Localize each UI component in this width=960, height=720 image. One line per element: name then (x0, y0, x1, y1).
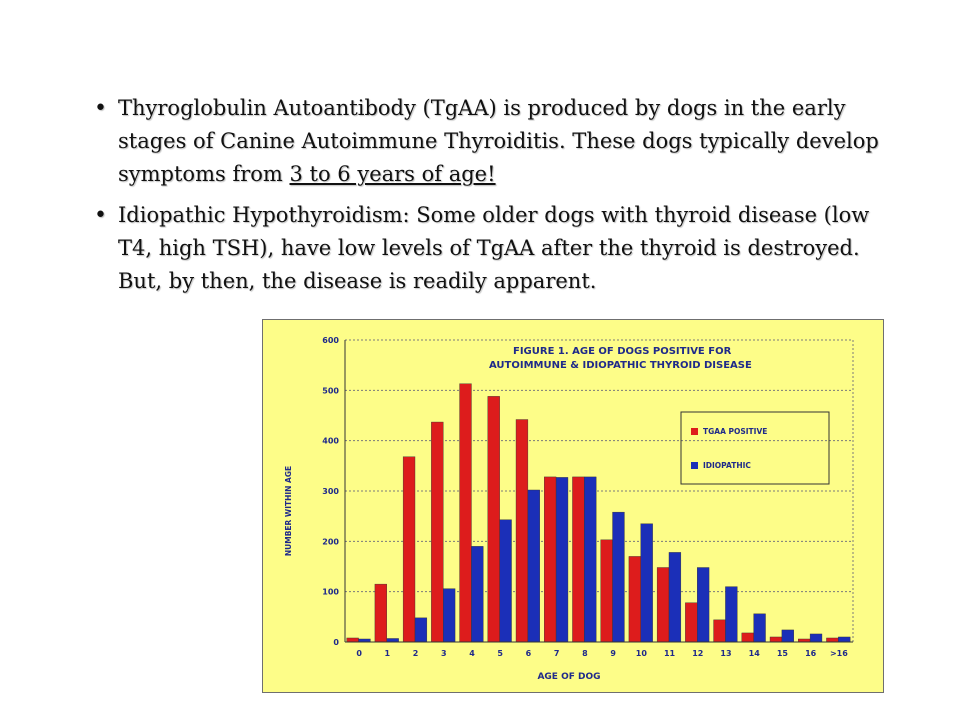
x-tick-label: 1 (385, 649, 391, 658)
legend-box (680, 411, 830, 485)
x-tick-label: 3 (441, 649, 447, 658)
tgaa-bar (431, 421, 444, 643)
x-tick-label: 2 (413, 649, 419, 658)
x-tick-label: >16 (830, 649, 848, 658)
x-tick-label: 14 (749, 649, 761, 658)
tgaa-bar (515, 419, 529, 643)
x-tick-label: 16 (805, 649, 817, 658)
bullet-tgaa: • Thyroglobulin Autoantibody (TgAA) is p… (88, 92, 888, 191)
idiopathic-bar (809, 633, 823, 643)
idiopathic-bar (584, 476, 597, 643)
tgaa-bar (544, 476, 557, 643)
x-tick-label: 9 (610, 649, 616, 658)
tgaa-bar (600, 539, 613, 643)
chart-title-line1: FIGURE 1. AGE OF DOGS POSITIVE FOR (513, 346, 732, 357)
idiopathic-bar (386, 638, 399, 643)
x-tick-label: 5 (497, 649, 503, 658)
tgaa-bar (402, 456, 416, 643)
tgaa-bar (769, 636, 783, 643)
idiopathic-bar (725, 586, 738, 643)
x-tick-label: 11 (664, 649, 676, 658)
y-tick-label: 500 (322, 386, 339, 395)
idiopathic-bar (781, 629, 794, 643)
idiopathic-bar (697, 567, 710, 643)
y-tick-label: 400 (322, 437, 339, 446)
y-tick-label: 600 (322, 336, 339, 345)
tgaa-bar (656, 567, 670, 643)
x-tick-label: 6 (526, 649, 532, 658)
idiopathic-bar (527, 489, 540, 643)
x-tick-label: 12 (692, 649, 703, 658)
tgaa-bar (346, 637, 359, 643)
x-tick-label: 13 (720, 649, 731, 658)
x-tick-label: 0 (356, 649, 362, 658)
tgaa-bar (572, 476, 585, 643)
idiopathic-bar (640, 523, 653, 643)
legend-label: TGAA POSITIVE (703, 427, 767, 436)
idiopathic-bar (668, 552, 682, 643)
chart-title-line2: AUTOIMMUNE & IDIOPATHIC THYROID DISEASE (489, 360, 752, 371)
y-axis-label: NUMBER WITHIN AGE (284, 466, 293, 556)
y-tick-label: 300 (322, 487, 339, 496)
y-tick-label: 0 (333, 638, 339, 647)
idiopathic-bar (414, 617, 428, 643)
legend-swatch (691, 428, 698, 435)
idiopathic-bar (471, 546, 484, 643)
bullet-idiopathic-text: Idiopathic Hypothyroidism: Some older do… (118, 203, 870, 293)
y-tick-label: 200 (322, 537, 339, 546)
x-tick-label: 4 (469, 649, 475, 658)
bullet-tgaa-text: Thyroglobulin Autoantibody (TgAA) is pro… (118, 96, 879, 186)
tgaa-bar (628, 556, 641, 643)
tgaa-bar (487, 396, 500, 643)
x-tick-label: 15 (777, 649, 789, 658)
bullet-dot: • (94, 96, 107, 121)
idiopathic-bar (753, 613, 766, 643)
tgaa-bar (459, 383, 472, 643)
idiopathic-bar (838, 636, 851, 643)
x-tick-label: 8 (582, 649, 588, 658)
idiopathic-bar (499, 519, 512, 643)
tgaa-bar (713, 619, 726, 643)
legend-swatch (691, 462, 698, 469)
tgaa-bar (741, 632, 754, 643)
idiopathic-bar (443, 588, 456, 643)
idiopathic-bar (612, 511, 625, 643)
bullet-tgaa-underlined: 3 to 6 years of age! (289, 162, 496, 186)
x-axis-label: AGE OF DOG (537, 672, 600, 682)
tgaa-bar (374, 583, 387, 643)
tgaa-bar (685, 602, 698, 643)
x-tick-label: 10 (636, 649, 648, 658)
bullet-dot: • (94, 203, 107, 228)
x-tick-label: 7 (554, 649, 560, 658)
bar-chart: 0 100 200 300 400 500 600 0 1 2 3 4 5 6 7 8 9 10 11 12 13 14 1… (262, 319, 884, 693)
y-tick-label: 100 (322, 588, 339, 597)
bullet-list: • Thyroglobulin Autoantibody (TgAA) is p… (88, 92, 888, 306)
legend-label: IDIOPATHIC (703, 461, 751, 470)
bullet-idiopathic: • Idiopathic Hypothyroidism: Some older … (88, 199, 888, 298)
idiopathic-bar (555, 477, 569, 643)
tgaa-bar (826, 637, 839, 643)
